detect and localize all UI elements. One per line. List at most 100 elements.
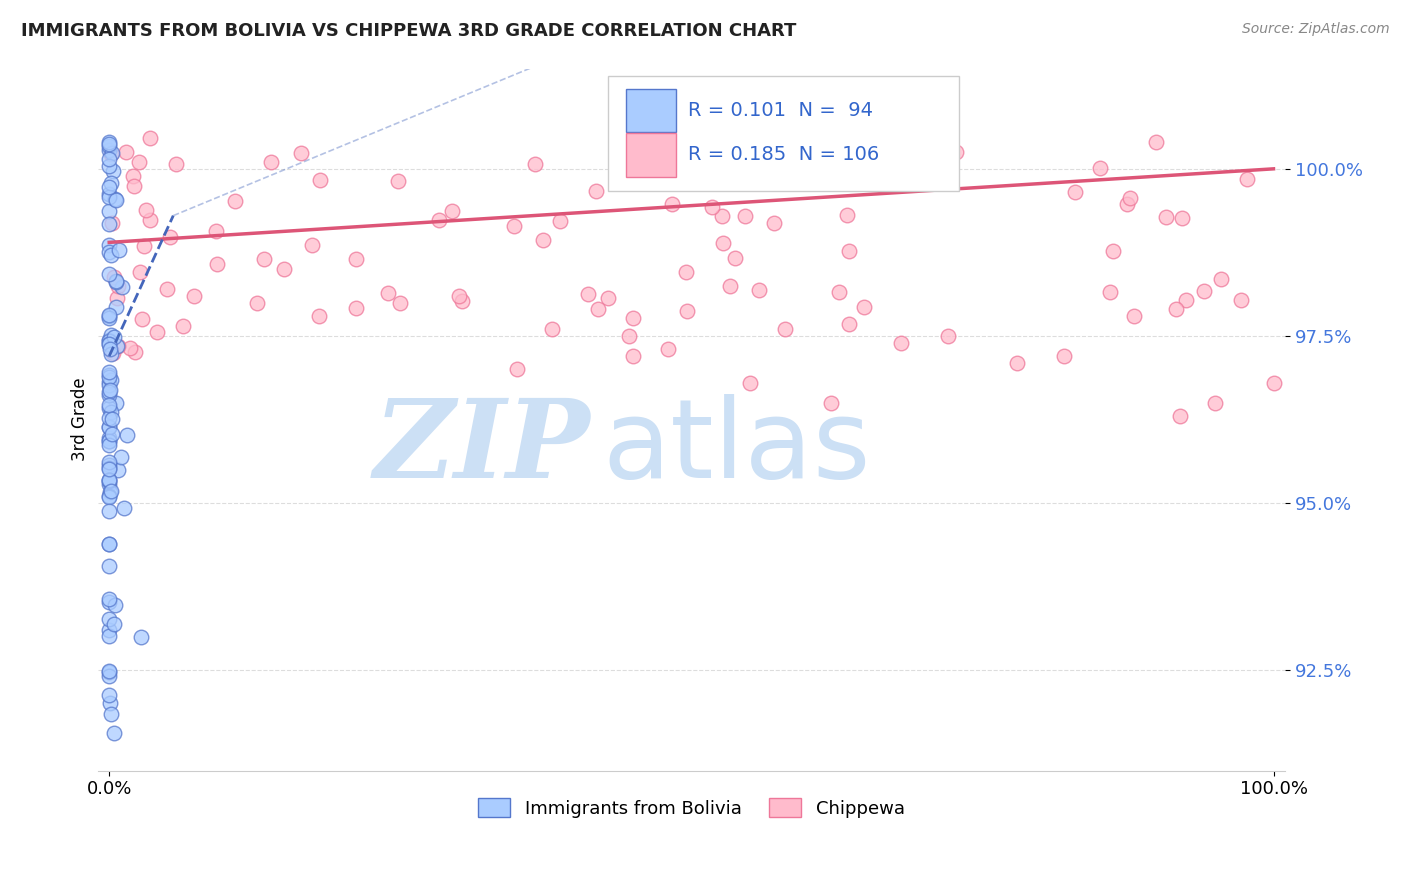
Point [98, 477, 121, 491]
Point [98, 368, 121, 382]
Point [1154, 210, 1177, 224]
Point [710, 210, 733, 224]
Point [103, 726, 125, 740]
Point [1098, 285, 1121, 300]
Point [98, 434, 121, 449]
Point [104, 598, 127, 612]
Point [128, 154, 150, 169]
Point [820, 396, 842, 410]
Text: R = 0.185  N = 106: R = 0.185 N = 106 [688, 145, 879, 164]
Point [224, 194, 246, 209]
Point [98, 334, 121, 348]
Point [621, 310, 644, 325]
Point [631, 175, 654, 189]
Point [139, 130, 162, 145]
Point [586, 302, 609, 317]
Point [98, 152, 121, 166]
Point [748, 283, 770, 297]
Point [576, 287, 599, 301]
Point [773, 322, 796, 336]
Point [98, 595, 121, 609]
Point [100, 147, 122, 161]
Point [100, 484, 122, 499]
Point [110, 450, 132, 464]
Point [128, 265, 150, 279]
Point [98, 537, 121, 551]
Point [131, 312, 153, 326]
Point [377, 286, 399, 301]
Point [98, 139, 121, 153]
Point [105, 339, 128, 353]
Point [506, 362, 529, 376]
Point [98, 410, 121, 425]
Point [98, 623, 121, 637]
Point [98, 189, 121, 203]
Point [700, 200, 723, 214]
Point [676, 304, 699, 318]
Point [205, 224, 228, 238]
Point [675, 265, 697, 279]
Point [98, 664, 121, 678]
Text: ZIP: ZIP [374, 394, 591, 501]
Point [1007, 356, 1029, 370]
Y-axis label: 3rd Grade: 3rd Grade [72, 378, 89, 461]
Point [105, 275, 128, 289]
Point [523, 157, 546, 171]
Point [98, 309, 121, 323]
Point [139, 213, 162, 227]
Point [920, 169, 942, 184]
Point [107, 279, 129, 293]
Point [104, 274, 127, 288]
Point [98, 180, 121, 194]
Point [100, 706, 122, 721]
Point [98, 204, 121, 219]
Point [853, 300, 876, 314]
Point [890, 335, 912, 350]
Point [837, 317, 859, 331]
Point [1088, 161, 1111, 176]
Point [1064, 186, 1087, 200]
Point [98, 489, 121, 503]
Point [165, 157, 187, 171]
Point [105, 396, 128, 410]
FancyBboxPatch shape [609, 76, 959, 192]
Point [447, 289, 470, 303]
Point [98, 244, 121, 259]
Point [100, 327, 122, 342]
Point [1170, 409, 1192, 424]
Point [98, 592, 121, 607]
Point [762, 216, 785, 230]
Point [936, 329, 959, 343]
Point [98, 143, 121, 157]
Point [1164, 301, 1187, 316]
Point [734, 209, 756, 223]
Point [1146, 135, 1168, 149]
Point [98, 337, 121, 351]
Point [98, 137, 121, 152]
Point [1209, 272, 1232, 286]
Point [585, 184, 607, 198]
Point [98, 558, 121, 573]
Point [804, 172, 827, 186]
Point [117, 428, 139, 442]
Point [98, 460, 121, 475]
Point [98, 612, 121, 626]
Point [159, 229, 181, 244]
Point [863, 138, 886, 153]
Point [122, 169, 145, 183]
Point [100, 405, 122, 419]
Point [98, 473, 121, 487]
Point [98, 311, 121, 326]
Point [1230, 293, 1253, 308]
Point [112, 500, 135, 515]
Point [621, 349, 644, 363]
Point [101, 163, 124, 178]
Point [98, 217, 121, 231]
Point [308, 309, 330, 323]
Point [98, 398, 121, 412]
Point [1175, 293, 1198, 307]
Point [253, 252, 276, 266]
Text: R = 0.101  N =  94: R = 0.101 N = 94 [688, 101, 873, 120]
Point [98, 308, 121, 322]
Point [738, 376, 761, 390]
